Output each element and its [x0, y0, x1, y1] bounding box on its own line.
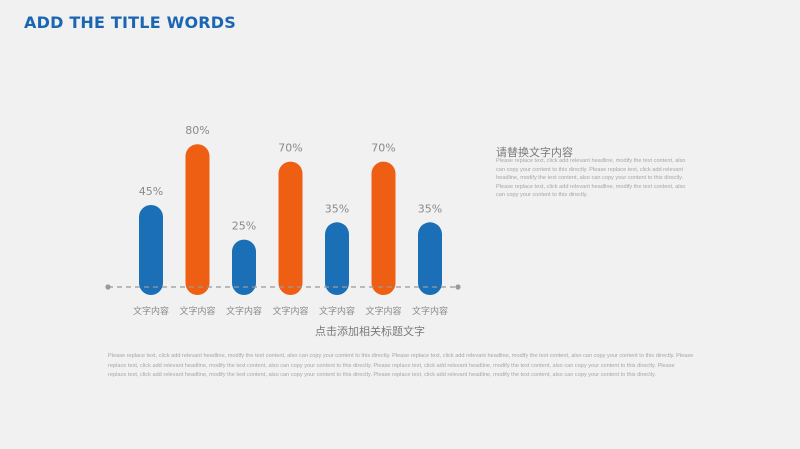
- category-label-5: 文字内容: [319, 305, 355, 317]
- value-label-2: 80%: [185, 124, 209, 137]
- category-label-6: 文字内容: [365, 305, 401, 317]
- bar-2: [185, 144, 210, 295]
- x-axis: [105, 284, 461, 290]
- category-label-3: 文字内容: [226, 305, 262, 317]
- value-label-5: 35%: [325, 202, 349, 215]
- slide-title: ADD THE TITLE WORDS: [24, 13, 236, 32]
- side-text-body: Please replace text, click add relevant …: [496, 158, 686, 199]
- bar-3: [232, 239, 256, 295]
- bar-6: [371, 161, 396, 295]
- axis-end-dot: [455, 284, 461, 290]
- value-label-7: 35%: [418, 202, 442, 215]
- category-label-7: 文字内容: [412, 305, 448, 317]
- category-label-4: 文字内容: [272, 305, 308, 317]
- value-label-6: 70%: [371, 142, 395, 155]
- value-label-1: 45%: [139, 185, 163, 198]
- bar-7: [418, 222, 442, 295]
- value-label-4: 70%: [278, 142, 302, 155]
- category-label-1: 文字内容: [133, 305, 169, 317]
- x-axis-title: 点击添加相关标题文字: [315, 324, 425, 338]
- labels-group: 45% 文字内容 80% 文字内容 25% 文字内容 70% 文字内容 35% 文字内容 70% 文字…: [133, 124, 448, 317]
- bar-4: [278, 161, 303, 295]
- bar-5: [325, 222, 349, 295]
- side-text-title: 请替换文字内容: [496, 146, 573, 159]
- bars-group: [139, 144, 442, 295]
- value-label-3: 25%: [232, 220, 256, 233]
- axis-start-dot: [105, 284, 111, 290]
- bar-1: [139, 204, 163, 295]
- category-label-2: 文字内容: [179, 305, 215, 317]
- footer-text: Please replace text, click add relevant …: [108, 353, 694, 379]
